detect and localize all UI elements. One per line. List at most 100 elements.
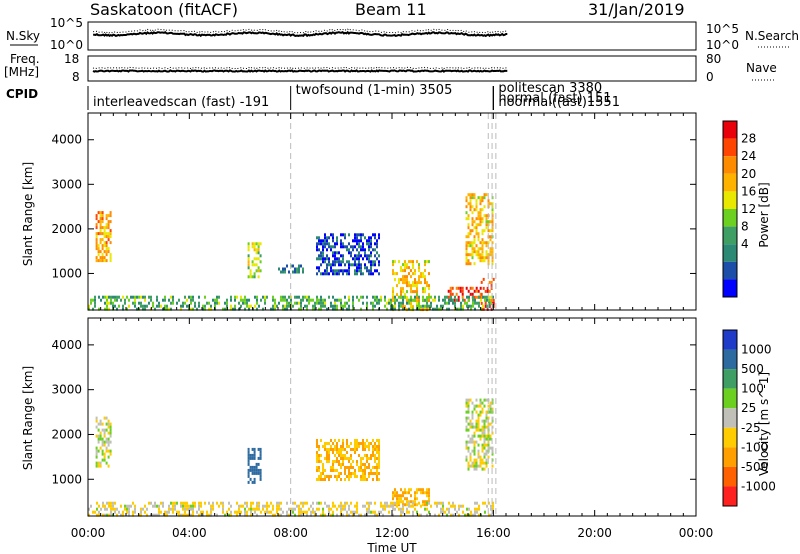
echo-cell-5 xyxy=(222,507,224,511)
echo-cell-3 xyxy=(330,248,332,252)
echo-cell-8 xyxy=(460,301,462,305)
echo-cell-2 xyxy=(352,466,354,469)
echo-cell-8 xyxy=(114,304,116,308)
colorbar-tick-label-4: -25 xyxy=(741,421,761,435)
echo-cell-4 xyxy=(465,446,468,450)
echo-cell-2 xyxy=(376,466,378,469)
echo-cell-5 xyxy=(100,507,102,511)
echo-cell-8 xyxy=(416,304,418,308)
echo-cell-4 xyxy=(471,437,474,441)
colorbar-tick-label-7: -1000 xyxy=(741,479,776,493)
echo-cell-5 xyxy=(400,510,402,514)
colorbar-tick-label-6: -500 xyxy=(741,460,768,474)
echo-cell-8 xyxy=(330,301,332,305)
echo-cell-2 xyxy=(348,460,350,463)
echo-cell-8 xyxy=(298,307,300,311)
echo-cell-2 xyxy=(292,264,294,268)
echo-cell-5 xyxy=(430,504,432,508)
echo-cell-6 xyxy=(471,223,474,227)
echo-cell-6 xyxy=(485,220,488,224)
echo-cell-3 xyxy=(428,491,430,495)
echo-cell-6 xyxy=(483,196,486,200)
echo-cell-4 xyxy=(473,440,476,444)
echo-cell-2 xyxy=(338,475,340,478)
echo-cell-3 xyxy=(364,254,366,258)
echo-cell-5 xyxy=(474,507,476,511)
echo-cell-6 xyxy=(479,217,482,221)
echo-cell-2 xyxy=(360,457,362,460)
echo-cell-7 xyxy=(480,295,483,299)
echo-cell-4 xyxy=(481,425,484,429)
echo-cell-2 xyxy=(340,445,342,448)
echo-cell-5 xyxy=(475,295,478,299)
echo-cell-6 xyxy=(469,241,472,245)
echo-cell-8 xyxy=(328,295,330,299)
echo-cell-2 xyxy=(342,457,344,460)
echo-cell-8 xyxy=(430,295,432,299)
echo-cell-8 xyxy=(118,295,120,299)
echo-cell-8 xyxy=(334,304,336,308)
echo-cell-1 xyxy=(247,462,250,466)
echo-cell-5 xyxy=(412,510,414,514)
echo-cell-5 xyxy=(110,507,112,511)
echo-cell-4 xyxy=(469,464,472,468)
echo-cell-5 xyxy=(310,504,312,508)
echo-cell-6 xyxy=(473,226,476,230)
echo-cell-5 xyxy=(264,504,266,508)
echo-cell-8 xyxy=(250,304,252,308)
echo-cell-2 xyxy=(378,472,380,475)
echo-cell-4 xyxy=(392,260,394,264)
echo-cell-5 xyxy=(274,513,276,517)
echo-cell-3 xyxy=(344,269,346,273)
echo-cell-0 xyxy=(105,250,108,254)
echo-cell-3 xyxy=(378,272,380,276)
range-tick-label-1000: 1000 xyxy=(51,472,82,486)
echo-cell-8 xyxy=(280,295,282,299)
echo-cell-8 xyxy=(94,301,96,305)
echo-cell-2 xyxy=(376,439,378,442)
echo-cell-2 xyxy=(322,478,324,481)
echo-cell-5 xyxy=(304,510,306,514)
echo-cell-2 xyxy=(342,442,344,445)
echo-cell-4 xyxy=(475,464,478,468)
echo-cell-5 xyxy=(102,504,104,508)
echo-cell-5 xyxy=(457,298,460,302)
echo-cell-8 xyxy=(190,295,192,299)
echo-cell-5 xyxy=(458,513,460,517)
echo-cell-4 xyxy=(422,287,424,291)
echo-cell-6 xyxy=(489,247,492,251)
echo-cell-5 xyxy=(264,510,266,514)
echo-cell-8 xyxy=(346,301,348,305)
echo-cell-8 xyxy=(306,304,308,308)
echo-cell-0 xyxy=(105,247,108,251)
echo-cell-8 xyxy=(128,304,130,308)
echo-cell-2 xyxy=(328,460,330,463)
echo-cell-8 xyxy=(142,295,144,299)
echo-cell-6 xyxy=(477,238,480,242)
echo-cell-5 xyxy=(180,504,182,508)
echo-cell-2 xyxy=(318,469,320,472)
echo-cell-6 xyxy=(485,193,488,197)
colorbar-swatch-7 xyxy=(723,466,737,487)
time-tick-label-0: 00:00 xyxy=(71,526,106,540)
echo-cell-1 xyxy=(249,456,252,460)
echo-cell-5 xyxy=(322,513,324,517)
echo-cell-4 xyxy=(479,461,482,465)
echo-cell-2 xyxy=(336,457,338,460)
echo-cell-5 xyxy=(190,513,192,517)
echo-cell-5 xyxy=(338,504,340,508)
echo-cell-4 xyxy=(473,464,476,468)
echo-cell-5 xyxy=(449,292,452,296)
echo-cell-5 xyxy=(334,504,336,508)
echo-cell-8 xyxy=(240,295,242,299)
echo-cell-4 xyxy=(483,425,486,429)
echo-cell-0 xyxy=(105,428,108,432)
colorbar-swatch-2 xyxy=(723,369,737,389)
echo-cell-4 xyxy=(406,284,408,288)
echo-cell-0 xyxy=(95,425,98,429)
echo-cell-8 xyxy=(164,304,166,308)
echo-cell-2 xyxy=(356,460,358,463)
echo-cell-4 xyxy=(481,458,484,462)
echo-cell-7 xyxy=(492,298,495,302)
